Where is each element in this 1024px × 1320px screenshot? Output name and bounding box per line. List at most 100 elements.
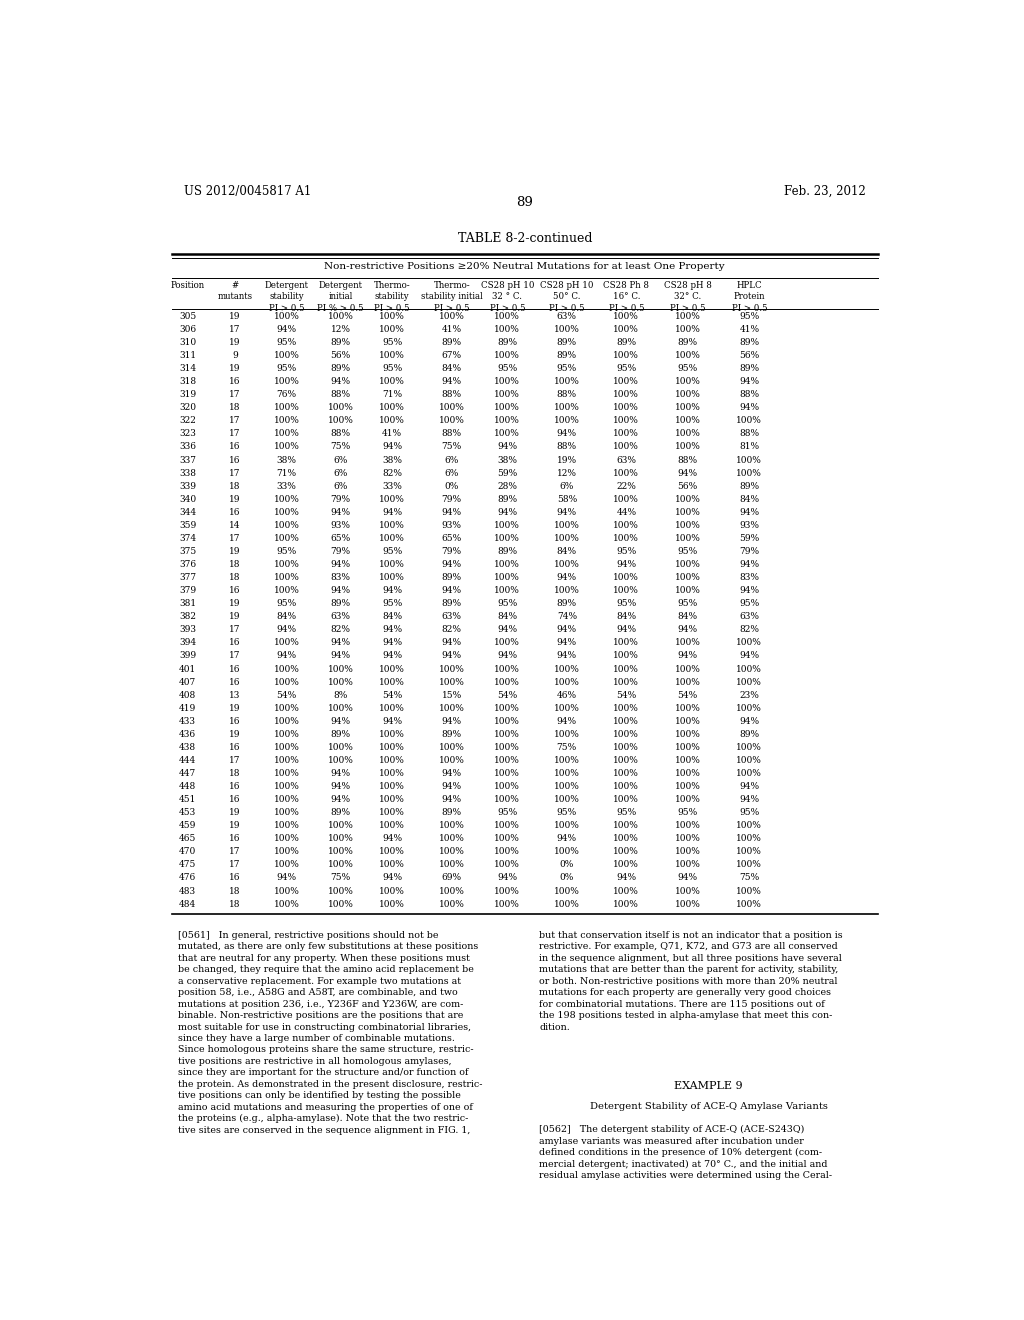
Text: 94%: 94% [331,717,351,726]
Text: 94%: 94% [739,781,760,791]
Text: 100%: 100% [736,677,762,686]
Text: 475: 475 [179,861,197,870]
Text: 18: 18 [229,560,241,569]
Text: 93%: 93% [441,521,462,529]
Text: 84%: 84% [382,612,402,622]
Text: 79%: 79% [331,495,351,504]
Text: 13: 13 [229,690,241,700]
Text: 19: 19 [229,808,241,817]
Text: 22%: 22% [616,482,636,491]
Text: 100%: 100% [554,586,580,595]
Text: 100%: 100% [495,900,520,908]
Text: 56%: 56% [331,351,351,360]
Text: 100%: 100% [613,573,639,582]
Text: 95%: 95% [616,808,637,817]
Text: 94%: 94% [382,834,402,843]
Text: 100%: 100% [554,730,580,739]
Text: 100%: 100% [439,404,465,412]
Text: 100%: 100% [273,808,300,817]
Text: 100%: 100% [736,704,762,713]
Text: 100%: 100% [273,521,300,529]
Text: 100%: 100% [379,312,406,321]
Text: 100%: 100% [675,861,700,870]
Text: 89%: 89% [331,808,351,817]
Text: 100%: 100% [675,325,700,334]
Text: 100%: 100% [273,416,300,425]
Text: 100%: 100% [495,533,520,543]
Text: 95%: 95% [276,338,297,347]
Text: 359: 359 [179,521,197,529]
Text: 100%: 100% [273,404,300,412]
Text: 322: 322 [179,416,196,425]
Text: 100%: 100% [495,834,520,843]
Text: 100%: 100% [675,560,700,569]
Text: 100%: 100% [273,495,300,504]
Text: 76%: 76% [276,391,297,399]
Text: 89%: 89% [441,599,462,609]
Text: 100%: 100% [273,730,300,739]
Text: 82%: 82% [382,469,402,478]
Text: 95%: 95% [382,338,402,347]
Text: 100%: 100% [613,391,639,399]
Text: 100%: 100% [495,378,520,387]
Text: 74%: 74% [557,612,577,622]
Text: 100%: 100% [675,533,700,543]
Text: 100%: 100% [613,404,639,412]
Text: 100%: 100% [613,795,639,804]
Text: 94%: 94% [331,795,351,804]
Text: 8%: 8% [334,690,348,700]
Text: 94%: 94% [382,639,402,647]
Text: 100%: 100% [736,455,762,465]
Text: 79%: 79% [441,495,462,504]
Text: 100%: 100% [675,677,700,686]
Text: 100%: 100% [379,887,406,895]
Text: 95%: 95% [739,599,760,609]
Text: 100%: 100% [328,704,353,713]
Text: 100%: 100% [495,664,520,673]
Text: 100%: 100% [273,821,300,830]
Text: 83%: 83% [331,573,350,582]
Text: 100%: 100% [328,821,353,830]
Text: 100%: 100% [613,704,639,713]
Text: 89%: 89% [498,338,517,347]
Text: Thermo-
stability initial
PI > 0.5: Thermo- stability initial PI > 0.5 [421,281,482,313]
Text: 399: 399 [179,652,196,660]
Text: 94%: 94% [441,508,462,517]
Text: 94%: 94% [616,626,637,635]
Text: 19%: 19% [557,455,577,465]
Text: US 2012/0045817 A1: US 2012/0045817 A1 [183,185,311,198]
Text: 14: 14 [229,521,241,529]
Text: 100%: 100% [495,861,520,870]
Text: 94%: 94% [557,429,577,438]
Text: 65%: 65% [441,533,462,543]
Text: Detergent Stability of ACE-Q Amylase Variants: Detergent Stability of ACE-Q Amylase Var… [590,1102,827,1110]
Text: 19: 19 [229,312,241,321]
Text: 94%: 94% [557,652,577,660]
Text: 100%: 100% [675,573,700,582]
Text: 382: 382 [179,612,196,622]
Text: 94%: 94% [331,770,351,777]
Text: 100%: 100% [675,900,700,908]
Text: 100%: 100% [554,378,580,387]
Text: 94%: 94% [616,560,637,569]
Text: 311: 311 [179,351,196,360]
Text: 100%: 100% [379,664,406,673]
Text: 94%: 94% [498,874,517,883]
Text: 100%: 100% [613,717,639,726]
Text: 100%: 100% [495,573,520,582]
Text: 100%: 100% [736,821,762,830]
Text: 100%: 100% [328,416,353,425]
Text: 100%: 100% [495,325,520,334]
Text: 89%: 89% [331,599,351,609]
Text: 63%: 63% [331,612,350,622]
Text: CS28 pH 8
32° C.
PI > 0.5: CS28 pH 8 32° C. PI > 0.5 [664,281,712,313]
Text: 95%: 95% [677,364,697,374]
Text: 17: 17 [229,469,241,478]
Text: 67%: 67% [441,351,462,360]
Text: 407: 407 [179,677,197,686]
Text: 438: 438 [179,743,196,752]
Text: 33%: 33% [382,482,402,491]
Text: 94%: 94% [678,626,697,635]
Text: 38%: 38% [382,455,402,465]
Text: 82%: 82% [739,626,760,635]
